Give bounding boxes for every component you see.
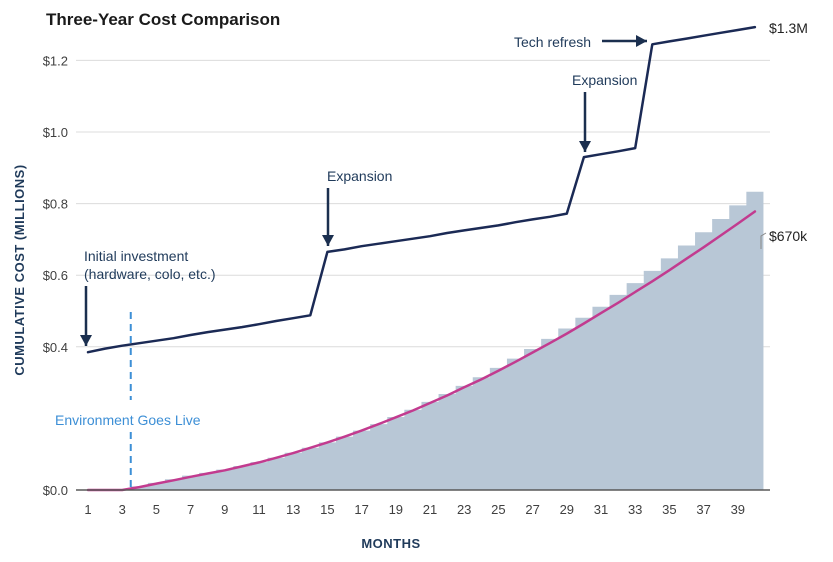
x-tick-label: 19 bbox=[389, 502, 403, 517]
go-live-label: Environment Goes Live bbox=[55, 412, 201, 428]
annotation-tech-refresh: Tech refresh bbox=[514, 34, 591, 50]
chart-title: Three-Year Cost Comparison bbox=[46, 10, 280, 29]
step-area-series bbox=[79, 191, 764, 490]
annotation-initial-investment-line2: (hardware, colo, etc.) bbox=[84, 266, 216, 282]
annotation-initial-investment: Initial investment bbox=[84, 248, 188, 264]
x-tick-label: 1 bbox=[84, 502, 91, 517]
x-tick-label: 3 bbox=[119, 502, 126, 517]
arrow-initial-investment-head bbox=[80, 335, 92, 346]
axes: $0.0$0.4$0.6$0.8$1.0$1.21 3 5 7 9 11 13 15 17 19 2… bbox=[43, 53, 770, 517]
cost-line-series bbox=[86, 25, 757, 354]
x-tick-label: 33 bbox=[628, 502, 642, 517]
x-tick-label: 21 bbox=[423, 502, 437, 517]
x-tick-label: 35 bbox=[662, 502, 676, 517]
end-label-leader bbox=[760, 232, 767, 249]
y-tick-label: $0.0 bbox=[43, 483, 68, 498]
arrow-expansion-1-head bbox=[322, 235, 334, 246]
end-label-series-1: $1.3M bbox=[769, 20, 808, 36]
x-tick-label: 37 bbox=[696, 502, 710, 517]
arrow-expansion-2-head bbox=[579, 141, 591, 152]
x-tick-label: 17 bbox=[354, 502, 368, 517]
x-tick-label: 9 bbox=[221, 502, 228, 517]
end-label-series-2: $670k bbox=[769, 228, 808, 244]
cost-line-series-2 bbox=[86, 210, 757, 492]
x-tick-label: 31 bbox=[594, 502, 608, 517]
x-axis-title: MONTHS bbox=[361, 536, 420, 551]
arrow-tech-refresh-head bbox=[636, 35, 647, 47]
step-area-layer bbox=[79, 191, 764, 490]
x-tick-label: 13 bbox=[286, 502, 300, 517]
series-lines bbox=[86, 25, 757, 492]
y-tick-label: $1.2 bbox=[43, 53, 68, 68]
annotation-expansion-1: Expansion bbox=[327, 168, 392, 184]
y-axis-title: CUMULATIVE COST (MILLIONS) bbox=[12, 164, 27, 375]
annotations: Environment Goes Live Initial investment (… bbox=[55, 20, 808, 492]
x-tick-label: 25 bbox=[491, 502, 505, 517]
y-tick-label: $0.8 bbox=[43, 197, 68, 212]
y-tick-label: $0.6 bbox=[43, 268, 68, 283]
x-tick-label: 15 bbox=[320, 502, 334, 517]
x-tick-label: 23 bbox=[457, 502, 471, 517]
annotation-expansion-2: Expansion bbox=[572, 72, 637, 88]
y-tick-label: $0.4 bbox=[43, 340, 68, 355]
x-tick-label: 7 bbox=[187, 502, 194, 517]
x-tick-label: 39 bbox=[731, 502, 745, 517]
x-tick-label: 27 bbox=[525, 502, 539, 517]
x-tick-label: 11 bbox=[252, 502, 266, 517]
x-tick-label: 5 bbox=[153, 502, 160, 517]
x-tick-label: 29 bbox=[560, 502, 574, 517]
y-tick-label: $1.0 bbox=[43, 125, 68, 140]
